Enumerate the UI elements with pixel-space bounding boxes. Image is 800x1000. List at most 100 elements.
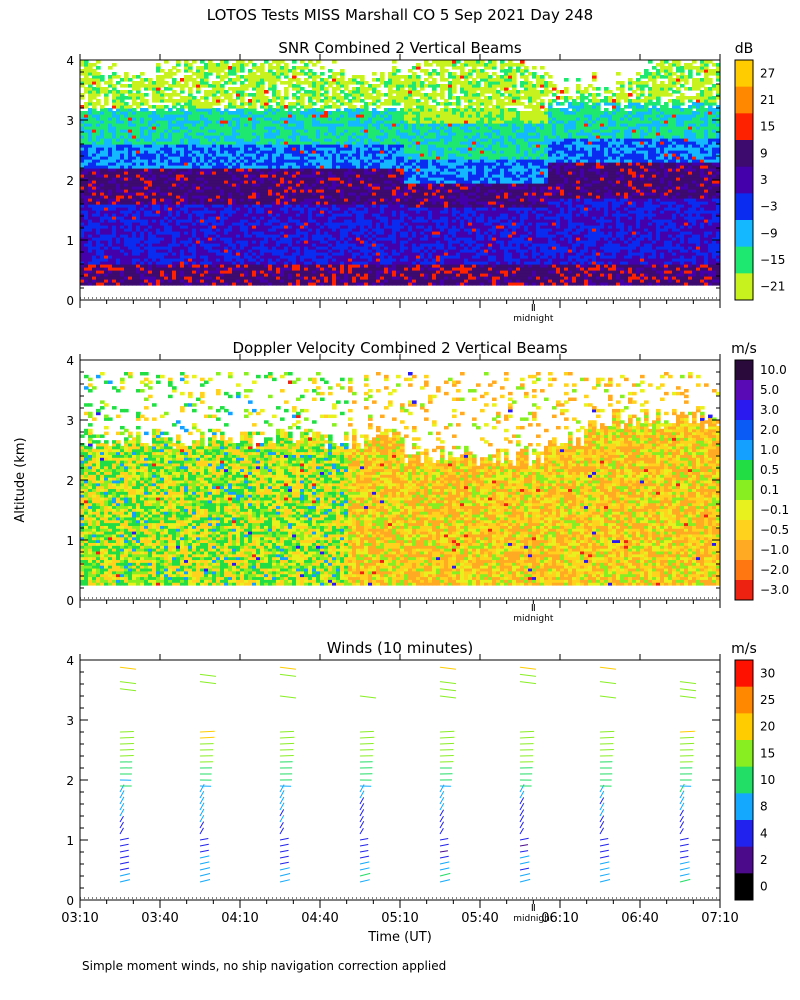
snr-cell [224,174,229,178]
snr-cell [196,87,201,91]
snr-cell [356,207,361,211]
snr-cell [112,84,117,88]
snr-cell [236,63,241,67]
snr-cell [80,213,85,217]
snr-cell [188,174,193,178]
snr-cell [240,258,245,262]
snr-cell [108,108,113,112]
snr-cell [208,66,213,70]
snr-cell [92,102,97,106]
snr-cell [316,192,321,196]
snr-cell [220,153,225,157]
snr-cell [84,219,89,223]
snr-cell [260,153,265,157]
snr-cell [156,174,161,178]
snr-cell [368,264,373,268]
snr-cell [288,117,293,121]
snr-cell [196,105,201,109]
snr-cell [304,153,309,157]
snr-cell [156,189,161,193]
snr-cell [240,123,245,127]
snr-cell [252,198,257,202]
snr-cell [96,216,101,220]
snr-cell [176,243,181,247]
snr-cell [252,99,257,103]
snr-cell [120,267,125,271]
snr-cell [276,171,281,175]
snr-cell [336,129,341,133]
snr-cell [264,108,269,112]
snr-cell [356,231,361,235]
snr-cell [280,210,285,214]
snr-cell [328,150,333,154]
snr-cell [344,243,349,247]
snr-cell [196,189,201,193]
snr-cell [112,228,117,232]
snr-cell [160,267,165,271]
snr-cell [212,183,217,187]
snr-cell [92,159,97,163]
snr-cell [256,171,261,175]
snr-cell [240,240,245,244]
snr-cell [328,207,333,211]
snr-cell [284,276,289,280]
snr-cell [140,114,145,118]
snr-cell [280,171,285,175]
snr-cell [184,171,189,175]
snr-cell [260,129,265,133]
snr-cell [364,201,369,205]
snr-cell [312,282,317,286]
snr-cell [100,162,105,166]
snr-cell [132,165,137,169]
snr-cell [232,225,237,229]
snr-cell [368,198,373,202]
snr-cell [280,249,285,253]
snr-cell [356,276,361,280]
snr-cell [304,198,309,202]
snr-cell [356,96,361,100]
snr-cell [136,81,141,85]
snr-cell [136,264,141,268]
snr-cell [184,282,189,286]
snr-cell [292,75,297,79]
snr-cell [220,195,225,199]
snr-cell [328,141,333,145]
snr-cell [360,222,365,226]
snr-cell [132,75,137,79]
snr-cell [308,96,313,100]
snr-cell [332,171,337,175]
snr-cell [312,276,317,280]
snr-cell [88,273,93,277]
snr-cell [200,126,205,130]
snr-cell [276,93,281,97]
snr-cell [104,243,109,247]
snr-cell [284,90,289,94]
snr-cell [288,174,293,178]
snr-cell [364,111,369,115]
snr-cell [164,252,169,256]
snr-cell [344,255,349,259]
snr-cell [144,195,149,199]
snr-cell [176,84,181,88]
snr-cell [108,129,113,133]
snr-cell [308,258,313,262]
snr-cell [324,258,329,262]
snr-cell [116,189,121,193]
snr-cell [132,213,137,217]
snr-cell [88,270,93,274]
snr-cell [244,180,249,184]
snr-cell [156,111,161,115]
snr-cell [340,231,345,235]
snr-cell [200,240,205,244]
snr-cell [320,129,325,133]
snr-cell [116,207,121,211]
snr-cell [212,108,217,112]
snr-cell [300,66,305,70]
snr-cell [328,120,333,124]
snr-cell [208,186,213,190]
snr-cell [216,264,221,268]
snr-cell [240,93,245,97]
snr-cell [284,267,289,271]
snr-cell [360,117,365,121]
snr-cell [340,135,345,139]
